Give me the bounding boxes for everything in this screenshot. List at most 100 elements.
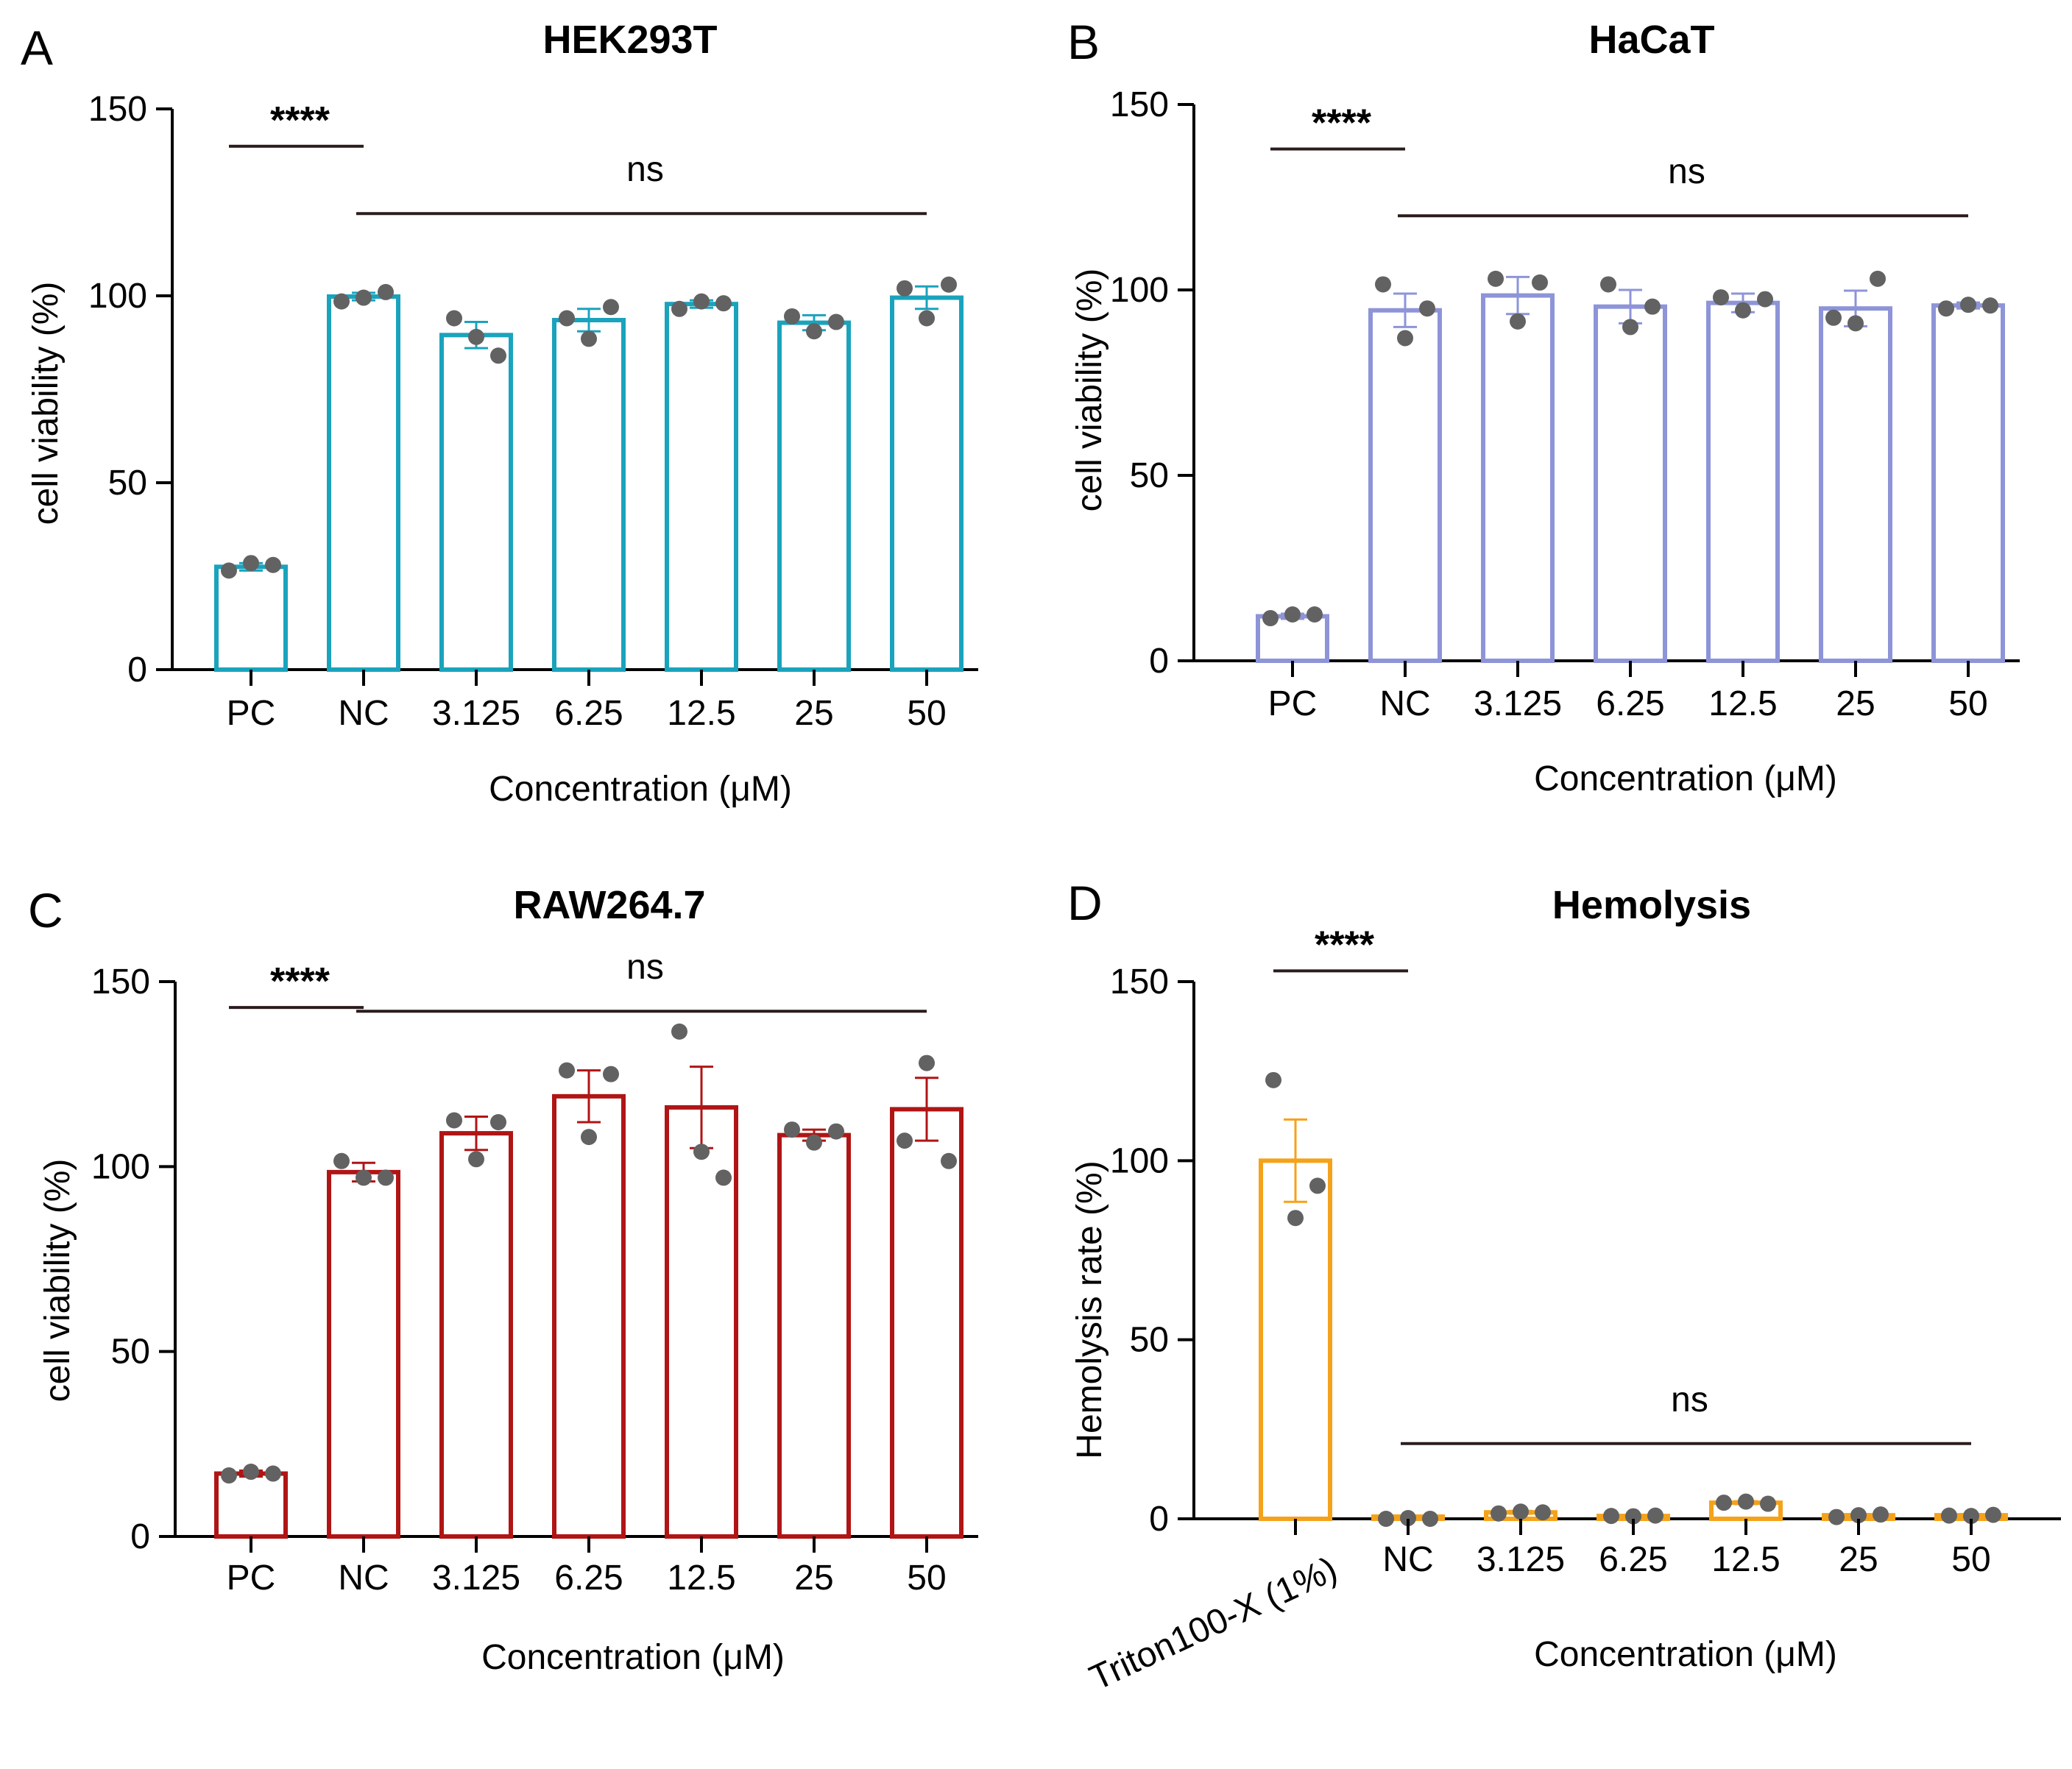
data-point (1960, 297, 1976, 313)
bar (1368, 308, 1442, 663)
y-tick-label: 50 (111, 1333, 150, 1372)
data-point (1985, 1506, 2001, 1523)
data-point (1603, 1508, 1619, 1525)
data-point (941, 1152, 957, 1169)
data-point (1873, 1506, 1889, 1523)
bar (1481, 293, 1555, 663)
data-point (1375, 276, 1391, 293)
data-point (1647, 1507, 1663, 1524)
data-point (784, 308, 800, 325)
x-tick-label: 6.25 (1596, 684, 1664, 723)
y-tick-label: 0 (1149, 1500, 1169, 1539)
data-point (1963, 1508, 1979, 1525)
data-point (897, 280, 913, 297)
data-point (1848, 315, 1864, 332)
data-point (919, 1054, 935, 1071)
data-point (784, 1121, 800, 1138)
x-tick-label: 6.25 (1599, 1540, 1667, 1579)
y-tick-label: 150 (1110, 963, 1169, 1002)
y-tick-label: 100 (1110, 1141, 1169, 1180)
data-point (1850, 1507, 1867, 1524)
data-point (715, 295, 732, 312)
data-point (356, 289, 372, 306)
significance-label: ns (1671, 1380, 1708, 1419)
data-point (446, 310, 462, 327)
y-tick-label: 150 (91, 963, 150, 1002)
x-tick-label: NC (338, 694, 389, 733)
data-point (1309, 1177, 1326, 1194)
data-point (828, 313, 844, 330)
data-point (1532, 274, 1548, 291)
bar (777, 320, 851, 672)
y-tick-label: 150 (88, 90, 147, 129)
significance-label: ns (626, 150, 664, 189)
data-point (897, 1132, 913, 1149)
panel-c: C RAW264.7 Concentration (μM) cell viabi… (28, 883, 978, 1677)
x-tick-label: PC (227, 1559, 276, 1598)
bar (327, 1169, 400, 1539)
x-tick-label: 3.125 (432, 1559, 520, 1598)
y-tick-label: 50 (1130, 456, 1169, 495)
significance-label: **** (270, 99, 330, 142)
data-point (1419, 300, 1435, 317)
data-point (1825, 309, 1842, 326)
bar (552, 1093, 626, 1539)
data-point (1738, 1493, 1754, 1510)
y-axis-label: Hemolysis rate (%) (1070, 1160, 1109, 1458)
y-tick-label: 100 (91, 1147, 150, 1186)
x-tick-label: 25 (794, 1559, 833, 1598)
y-axis-label: cell viability (%) (26, 282, 66, 525)
x-axis-label: Concentration (μM) (481, 1638, 785, 1677)
data-point (1625, 1508, 1641, 1525)
data-point (221, 1467, 237, 1484)
significance-label: ns (626, 948, 664, 987)
plot-area: 0 50 100 150 PC NC 3.125 6.25 12.5 25 50 **** ns (88, 90, 978, 733)
y-axis-label: cell viability (%) (1070, 269, 1109, 512)
plot-area: 0 50 100 150 PC NC 3.125 6.25 12.5 25 50 **** ns (91, 948, 978, 1598)
data-point (919, 310, 935, 327)
panel-d: D Hemolysis Concentration (μM) Hemolysis… (1067, 876, 2061, 1698)
data-point (941, 276, 957, 293)
data-point (1828, 1509, 1845, 1525)
data-point (806, 323, 822, 340)
data-point (671, 1023, 687, 1040)
x-tick-label: 12.5 (667, 1559, 735, 1598)
data-point (468, 1151, 484, 1168)
data-point (1716, 1495, 1732, 1511)
data-point (1938, 300, 1954, 317)
data-point (1262, 610, 1279, 627)
y-tick-label: 50 (1130, 1321, 1169, 1360)
x-tick-label: Triton100-X (1%) (1084, 1550, 1343, 1698)
data-point (243, 1464, 259, 1481)
y-tick-label: 150 (1110, 85, 1169, 124)
x-tick-label: 50 (1951, 1540, 1990, 1579)
data-point (1982, 297, 1998, 314)
data-point (693, 1144, 710, 1160)
data-point (221, 562, 237, 579)
data-point (1510, 313, 1526, 330)
data-point (1513, 1503, 1529, 1520)
x-axis-label: Concentration (μM) (1534, 759, 1837, 798)
data-point (1422, 1511, 1438, 1527)
y-tick-label: 0 (127, 650, 147, 689)
y-tick-label: 0 (1149, 642, 1169, 681)
data-point (715, 1169, 732, 1186)
x-tick-label: 25 (1839, 1540, 1878, 1579)
data-point (1600, 276, 1616, 293)
x-tick-label: 50 (907, 1559, 946, 1598)
data-point (1488, 270, 1504, 287)
data-point (1941, 1507, 1957, 1524)
data-point (1644, 298, 1661, 315)
bar (777, 1132, 851, 1539)
x-tick-label: 50 (907, 694, 946, 733)
plot-area: 0 50 100 150 PC NC 3.125 6.25 12.5 25 50 **** ns (1110, 85, 2020, 723)
y-tick-label: 0 (130, 1517, 150, 1556)
y-tick-label: 50 (108, 464, 147, 503)
x-tick-label: PC (227, 694, 276, 733)
data-point (1713, 289, 1729, 306)
bar (890, 295, 963, 672)
panel-title: Hemolysis (1552, 883, 1751, 927)
x-tick-label: NC (1382, 1540, 1433, 1579)
data-point (603, 299, 619, 316)
bar (552, 318, 626, 672)
